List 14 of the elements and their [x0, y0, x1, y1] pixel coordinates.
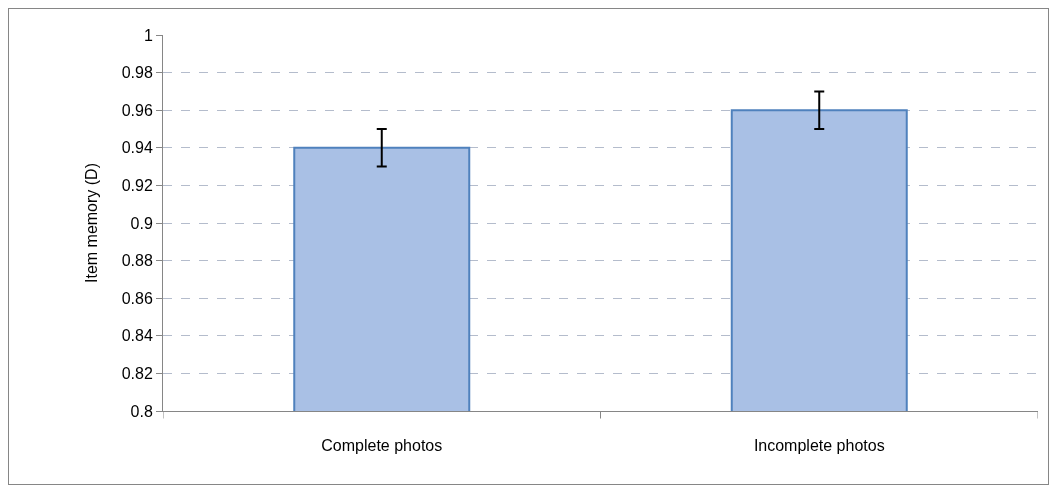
- y-tick-label: 0.98: [121, 64, 153, 82]
- y-tick-label: 0.86: [121, 289, 153, 307]
- y-tick-label: 0.9: [130, 214, 153, 232]
- y-tick-label: 0.92: [121, 177, 153, 194]
- y-tick-label: 0.94: [121, 139, 153, 157]
- y-tick-label: 0.84: [121, 327, 153, 345]
- y-tick-label: 0.82: [121, 365, 153, 382]
- y-axis-title: Item memory (D): [82, 163, 100, 283]
- y-tick-label: 0.8: [130, 402, 153, 420]
- y-tick-label: 0.96: [121, 101, 153, 119]
- x-tick-label: Incomplete photos: [753, 437, 885, 455]
- x-tick-label: Complete photos: [321, 437, 443, 455]
- y-tick-label: 0.88: [121, 252, 153, 270]
- y-tick-label: 1: [143, 26, 153, 44]
